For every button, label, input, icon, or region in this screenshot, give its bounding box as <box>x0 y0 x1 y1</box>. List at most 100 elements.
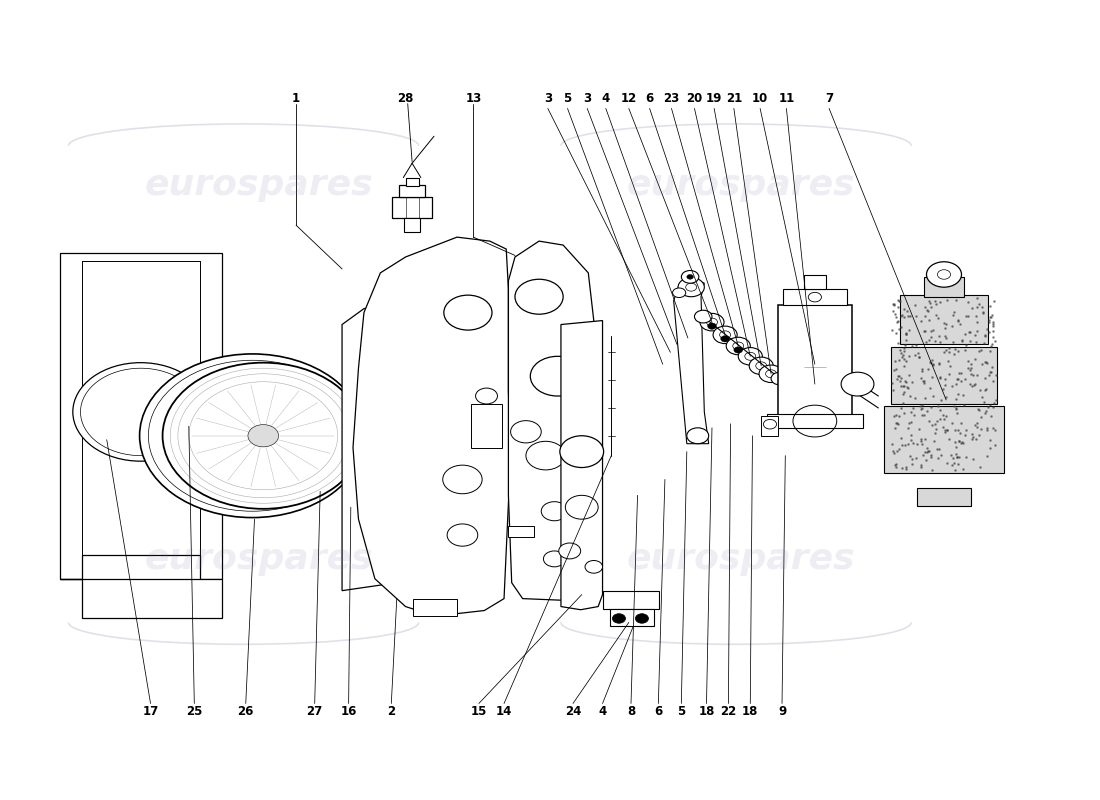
Circle shape <box>526 442 565 470</box>
Polygon shape <box>59 578 222 618</box>
Circle shape <box>726 338 750 354</box>
Circle shape <box>73 362 209 461</box>
Bar <box>767 414 864 428</box>
Circle shape <box>565 495 598 519</box>
Circle shape <box>613 614 626 623</box>
Circle shape <box>442 465 482 494</box>
Text: 16: 16 <box>340 705 356 718</box>
Text: eurospares: eurospares <box>627 542 855 576</box>
Text: 19: 19 <box>706 92 723 105</box>
Text: 8: 8 <box>627 705 635 718</box>
Bar <box>761 416 778 436</box>
Text: 3: 3 <box>543 92 552 105</box>
Circle shape <box>738 347 762 365</box>
Wedge shape <box>197 436 330 487</box>
Polygon shape <box>353 237 512 616</box>
Polygon shape <box>392 436 456 479</box>
Polygon shape <box>373 253 500 400</box>
Circle shape <box>678 278 704 297</box>
Circle shape <box>808 292 822 302</box>
Circle shape <box>686 428 708 444</box>
Bar <box>399 186 426 198</box>
Circle shape <box>685 283 696 291</box>
Text: 21: 21 <box>726 92 742 105</box>
Text: 9: 9 <box>778 705 786 718</box>
Bar <box>471 404 502 448</box>
Circle shape <box>749 357 773 374</box>
Bar <box>783 289 847 305</box>
Bar <box>778 305 852 428</box>
Text: 26: 26 <box>238 705 254 718</box>
Text: 22: 22 <box>720 705 737 718</box>
Polygon shape <box>610 609 654 626</box>
Circle shape <box>443 295 492 330</box>
Circle shape <box>248 425 278 447</box>
Polygon shape <box>508 241 594 600</box>
Polygon shape <box>414 598 456 616</box>
Text: 12: 12 <box>620 92 637 105</box>
Circle shape <box>713 326 737 343</box>
Polygon shape <box>59 253 222 578</box>
Text: 10: 10 <box>752 92 768 105</box>
Polygon shape <box>508 526 534 537</box>
Circle shape <box>559 543 581 559</box>
Circle shape <box>771 372 789 385</box>
Text: 11: 11 <box>779 92 794 105</box>
Text: 20: 20 <box>686 92 703 105</box>
Text: 6: 6 <box>654 705 662 718</box>
Bar <box>916 488 971 506</box>
Circle shape <box>672 288 685 298</box>
Circle shape <box>140 354 365 518</box>
Text: 4: 4 <box>602 92 609 105</box>
Text: 5: 5 <box>678 705 685 718</box>
Circle shape <box>686 274 693 279</box>
Circle shape <box>707 323 716 330</box>
Bar <box>924 277 964 297</box>
Circle shape <box>515 279 563 314</box>
Text: 7: 7 <box>825 92 833 105</box>
Circle shape <box>700 314 724 331</box>
Circle shape <box>694 310 712 323</box>
Circle shape <box>926 262 961 287</box>
Circle shape <box>720 336 729 342</box>
Circle shape <box>163 362 364 509</box>
Text: 6: 6 <box>646 92 653 105</box>
Polygon shape <box>561 321 603 610</box>
Circle shape <box>636 614 649 623</box>
Text: 25: 25 <box>186 705 202 718</box>
Polygon shape <box>900 295 988 344</box>
Bar <box>804 275 826 289</box>
Text: 17: 17 <box>142 705 158 718</box>
Bar <box>406 178 419 186</box>
Text: 4: 4 <box>598 705 607 718</box>
Text: 27: 27 <box>307 705 322 718</box>
Bar <box>405 218 420 231</box>
Circle shape <box>510 421 541 443</box>
Circle shape <box>734 346 742 353</box>
Text: 14: 14 <box>496 705 513 718</box>
Text: 5: 5 <box>563 92 572 105</box>
Text: eurospares: eurospares <box>145 542 374 576</box>
Text: 1: 1 <box>292 92 300 105</box>
Text: 13: 13 <box>465 92 482 105</box>
Text: 28: 28 <box>397 92 414 105</box>
Circle shape <box>842 372 874 396</box>
Text: 18: 18 <box>742 705 759 718</box>
Bar <box>408 474 421 485</box>
Circle shape <box>475 388 497 404</box>
Polygon shape <box>603 590 659 609</box>
Polygon shape <box>891 346 997 404</box>
Circle shape <box>759 365 783 382</box>
Circle shape <box>541 502 568 521</box>
Text: 23: 23 <box>663 92 680 105</box>
Circle shape <box>447 524 477 546</box>
Polygon shape <box>342 305 397 590</box>
Text: eurospares: eurospares <box>627 169 855 202</box>
Circle shape <box>681 270 698 283</box>
Text: 3: 3 <box>583 92 592 105</box>
Bar <box>408 434 421 446</box>
Circle shape <box>414 519 425 527</box>
Text: 18: 18 <box>698 705 715 718</box>
Text: 2: 2 <box>387 705 395 718</box>
Text: 15: 15 <box>471 705 487 718</box>
